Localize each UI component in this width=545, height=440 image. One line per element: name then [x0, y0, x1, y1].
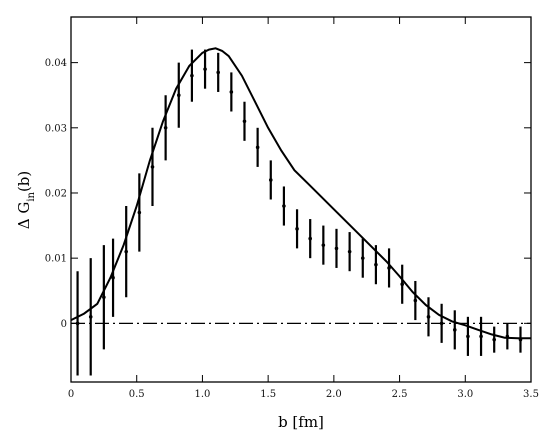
svg-text:Δ Gin(b): Δ Gin(b)	[15, 171, 37, 230]
y-tick-label: 0.01	[45, 254, 67, 265]
plot-frame	[70, 16, 532, 383]
y-axis-label-suffix: (b)	[15, 171, 33, 192]
data-point	[347, 249, 352, 254]
y-axis-label-main: Δ G	[15, 202, 33, 230]
x-axis: 0 0.5 1.0 1.5 2.0 2.5 3.0 3.5	[68, 17, 539, 400]
x-tick-label: 3.0	[457, 389, 473, 400]
x-tick-label: 0	[68, 389, 74, 400]
x-tick-label: 3.5	[523, 389, 539, 400]
data-point	[452, 328, 457, 332]
y-tick-label: 0.04	[45, 58, 67, 69]
x-tick-label: 2.5	[392, 389, 408, 400]
data-point	[413, 298, 418, 303]
data-point	[190, 73, 194, 78]
data-point	[150, 165, 155, 169]
y-axis-label: Δ Gin(b)	[15, 171, 37, 230]
x-axis-label: b [fm]	[278, 413, 324, 431]
data-point	[137, 210, 142, 215]
x-tick-label: 2.0	[326, 389, 342, 400]
data-point	[176, 93, 181, 98]
x-tick-label: 0.5	[129, 389, 145, 400]
data-point	[334, 246, 339, 251]
data-point	[255, 145, 260, 150]
data-point	[282, 204, 286, 208]
data-point	[163, 126, 168, 130]
data-point	[124, 249, 128, 254]
data-point	[102, 295, 106, 300]
data-point	[400, 282, 405, 287]
x-tick-label: 1.0	[194, 389, 210, 400]
x-tick-label: 1.5	[260, 389, 276, 400]
data-point	[203, 67, 207, 71]
y-tick-label: 0.02	[45, 188, 67, 199]
data-point	[88, 315, 93, 319]
y-axis: 0 0.01 0.02 0.03 0.04	[45, 58, 531, 330]
data-point	[242, 119, 247, 124]
data-point	[216, 70, 220, 75]
data-point	[268, 178, 273, 182]
data-points	[75, 49, 523, 376]
data-point	[229, 90, 234, 94]
data-point	[111, 275, 115, 280]
data-point	[308, 236, 313, 241]
y-tick-label: 0.03	[45, 123, 67, 134]
data-point	[466, 334, 470, 339]
data-point	[295, 227, 299, 231]
y-tick-label: 0	[61, 319, 67, 330]
theory-curve	[70, 47, 531, 340]
y-axis-label-subscript: in	[26, 191, 37, 201]
data-point	[426, 315, 431, 319]
data-point	[439, 321, 444, 326]
data-point	[374, 262, 378, 267]
data-point	[360, 256, 365, 260]
data-point	[321, 243, 326, 247]
data-point	[75, 321, 80, 326]
data-point	[387, 266, 391, 270]
data-point	[492, 337, 497, 342]
data-point	[479, 334, 483, 339]
